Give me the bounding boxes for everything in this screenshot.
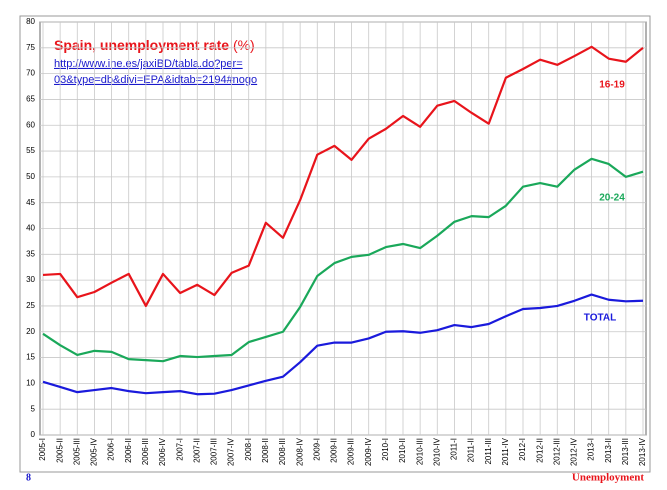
page-number: 8 [26,472,31,483]
series-line [42,157,644,363]
x-tick-label: 2007-I [175,438,184,461]
title-text: Spain, unemployment rate [54,37,229,53]
y-tick-label: 60 [26,120,35,129]
y-tick-label: 20 [26,327,35,336]
title-unit: (%) [233,37,255,53]
x-tick-label: 2008-II [261,438,270,463]
y-tick-label: 30 [26,275,35,284]
y-tick-label: 15 [26,353,35,362]
x-tick-label: 2011-I [450,438,459,460]
y-tick-label: 80 [26,17,35,26]
x-tick-label: 2013-III [621,438,630,465]
x-tick-label: 2012-IV [570,437,579,466]
x-tick-label: 2009-IV [364,437,373,466]
x-tick-label: 2007-III [210,438,219,465]
y-tick-label: 75 [26,43,35,52]
x-tick-label: 2005-IV [90,437,99,466]
x-tick-label: 2009-II [330,438,339,463]
y-tick-label: 35 [26,249,35,258]
source-link[interactable]: 03&type=db&divi=EPA&idtab=2194#nogo [54,74,257,86]
y-tick-label: 65 [26,95,35,104]
x-tick-label: 2012-II [535,438,544,463]
x-tick-label: 2007-II [192,438,201,463]
x-tick-label: 2011-II [467,438,476,462]
chart-frame [19,15,651,473]
x-tick-label: 2011-III [484,438,493,465]
y-tick-label: 70 [26,69,35,78]
y-tick-label: 55 [26,146,35,155]
x-tick-label: 2008-I [244,438,253,461]
x-tick-label: 2006-III [141,438,150,465]
x-tick-label: 2005-III [72,438,81,465]
x-tick-label: 2013-I [587,438,596,461]
x-tick-label: 2012-I [518,438,527,461]
x-tick-label: 2013-II [604,438,613,463]
y-tick-label: 50 [26,172,35,181]
x-tick-label: 2008-IV [295,437,304,466]
x-tick-label: 2005-II [55,438,64,463]
x-tick-label: 2009-I [312,438,321,461]
series-label: TOTAL [584,313,616,324]
y-tick-label: 10 [26,378,35,387]
x-tick-label: 2006-II [124,438,133,463]
y-tick-label: 5 [31,404,36,413]
x-tick-label: 2006-I [107,438,116,461]
series-label: 20-24 [599,193,625,204]
x-tick-label: 2008-III [278,438,287,465]
series-line [42,293,644,396]
series-line [42,45,644,308]
x-tick-label: 2009-III [347,438,356,465]
y-tick-label: 40 [26,224,35,233]
x-tick-label: 2010-IV [432,437,441,466]
x-tick-label: 2011-IV [501,437,510,465]
x-tick-label: 2010-III [415,438,424,465]
x-tick-label: 2010-II [398,438,407,463]
footer: Unemployment [572,472,644,484]
y-tick-label: 0 [31,430,36,439]
x-tick-label: 2006-IV [158,437,167,466]
y-tick-label: 25 [26,301,35,310]
series-label: 16-19 [599,80,625,91]
x-tick-label: 2012-III [552,438,561,465]
chart-title: Spain, unemployment rate (%) [54,37,255,53]
x-tick-label: 2007-IV [227,437,236,466]
source-link[interactable]: http://www.ine.es/jaxiBD/tabla.do?per= [54,58,243,70]
x-tick-label: 2010-I [381,438,390,461]
x-tick-label: 2013-IV [638,437,647,466]
y-tick-label: 45 [26,198,35,207]
x-tick-label: 2005-I [38,438,47,461]
